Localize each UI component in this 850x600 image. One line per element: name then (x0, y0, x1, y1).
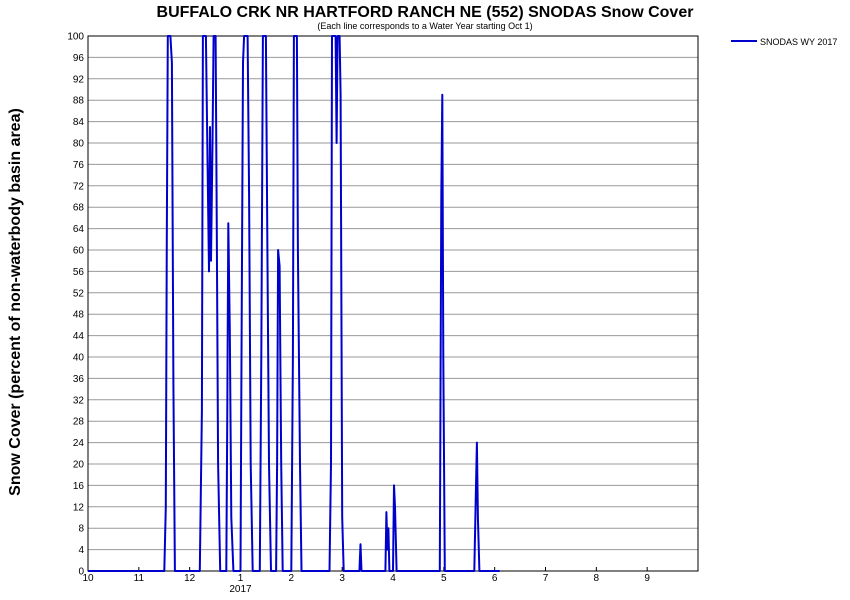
x-tick-label: 10 (82, 573, 94, 584)
y-tick-label: 52 (73, 288, 85, 299)
y-tick-label: 24 (73, 438, 85, 449)
y-tick-label: 64 (73, 224, 85, 235)
y-tick-label: 76 (73, 160, 85, 171)
y-tick-label: 12 (73, 502, 85, 513)
y-tick-label: 96 (73, 53, 85, 64)
chart-title: BUFFALO CRK NR HARTFORD RANCH NE (552) S… (157, 4, 694, 21)
x-tick-label: 3 (339, 573, 345, 584)
y-tick-label: 48 (73, 310, 85, 321)
y-tick-label: 68 (73, 203, 85, 214)
legend-label: SNODAS WY 2017 (760, 37, 837, 47)
y-tick-label: 36 (73, 374, 85, 385)
y-tick-label: 32 (73, 395, 85, 406)
y-axis-label: Snow Cover (percent of non-waterbody bas… (7, 108, 24, 496)
x-tick-label: 7 (543, 573, 549, 584)
y-tick-label: 60 (73, 246, 85, 257)
y-tick-label: 56 (73, 267, 85, 278)
x-tick-label: 11 (134, 573, 145, 584)
y-tick-label: 40 (73, 353, 85, 364)
legend: SNODAS WY 2017 (731, 37, 837, 47)
y-tick-label: 92 (73, 74, 85, 85)
y-tick-label: 16 (73, 481, 85, 492)
x-tick-label: 8 (594, 573, 600, 584)
y-tick-label: 72 (73, 181, 85, 192)
y-tick-label: 4 (78, 545, 84, 556)
chart-subtitle: (Each line corresponds to a Water Year s… (317, 21, 532, 31)
x-tick-label: 6 (492, 573, 498, 584)
y-tick-label: 44 (73, 331, 85, 342)
x-tick-label: 2 (289, 573, 295, 584)
year-label: 2017 (229, 584, 252, 595)
y-tick-label: 80 (73, 139, 85, 150)
y-tick-label: 28 (73, 417, 85, 428)
y-tick-label: 20 (73, 460, 85, 471)
gridlines (88, 35, 698, 572)
x-tick-label: 9 (644, 573, 650, 584)
y-tick-label: 88 (73, 96, 85, 107)
y-tick-label: 8 (78, 524, 84, 535)
y-tick-label: 0 (78, 567, 84, 578)
x-tick-label: 1 (238, 573, 244, 584)
series-line (88, 35, 500, 572)
x-tick-label: 4 (390, 573, 396, 584)
x-tick-label: 12 (184, 573, 196, 584)
series-lines (88, 35, 500, 572)
y-tick-label: 84 (73, 117, 85, 128)
x-tick-label: 5 (441, 573, 447, 584)
y-tick-label: 100 (67, 32, 84, 43)
y-axis-ticks: 0481216202428323640444852566064687276808… (67, 32, 84, 578)
